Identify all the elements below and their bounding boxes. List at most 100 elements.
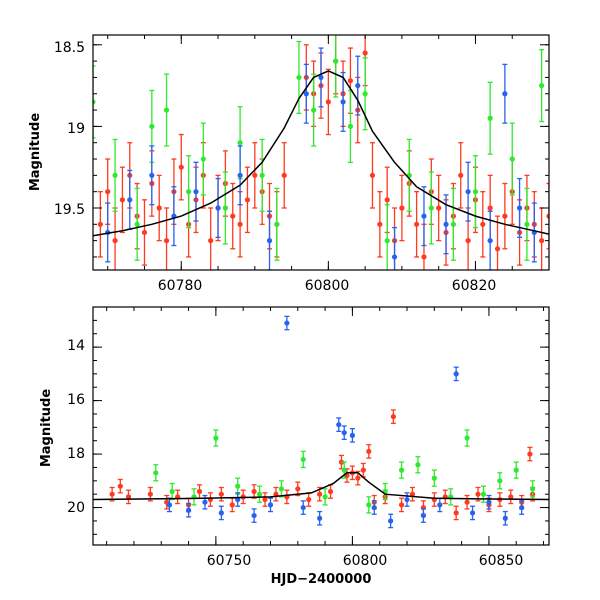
bottom-model-curve [93, 472, 549, 501]
top-data-point [112, 238, 118, 244]
bottom-data-point [502, 515, 508, 521]
bottom-data-point [262, 496, 268, 503]
top-data-point [149, 172, 155, 178]
bottom-data-point [166, 502, 173, 508]
top-data-point [208, 238, 214, 244]
bottom-ytick-label-2: 18 [67, 446, 85, 462]
top-data-point [465, 238, 471, 244]
bottom-series-1 [153, 429, 536, 514]
bottom-data-point [117, 483, 123, 489]
top-data-point [377, 221, 383, 227]
top-data-point [487, 115, 493, 121]
bottom-data-point [366, 448, 372, 455]
bottom-ytick-label-1: 16 [67, 392, 85, 408]
top-data-point [355, 82, 361, 89]
bottom-data-point [527, 451, 533, 457]
top-data-point [105, 189, 111, 195]
top-data-point [318, 74, 324, 81]
top-data-point [119, 197, 126, 203]
bottom-data-point [398, 502, 405, 508]
bottom-data-point [213, 435, 219, 441]
bottom-data-point [497, 478, 503, 484]
top-data-point [502, 91, 508, 97]
bottom-data-point [388, 518, 394, 524]
bottom-data-point [336, 422, 342, 428]
top-data-point [141, 229, 148, 236]
bottom-data-point [202, 499, 208, 505]
top-data-point [384, 197, 390, 203]
bottom-data-point [185, 507, 192, 513]
top-data-point [384, 238, 390, 244]
bottom-data-point [371, 504, 377, 511]
top-data-point [156, 205, 162, 211]
top-model-curve [93, 70, 549, 237]
top-data-point [516, 205, 523, 211]
top-data-point [369, 172, 376, 178]
bottom-data-point [349, 432, 356, 438]
bottom-series-0 [109, 409, 536, 521]
bottom-data-point [251, 512, 257, 519]
bottom-data-point [322, 494, 328, 500]
top-data-point [362, 91, 368, 97]
top-series-2 [105, 47, 537, 270]
bottom-data-point [513, 467, 519, 473]
top-data-point [347, 123, 354, 129]
top-data-point [443, 221, 449, 227]
top-data-point [303, 91, 309, 97]
top-data-point [186, 189, 192, 195]
bottom-data-point [278, 486, 285, 492]
bottom-data-point [235, 483, 241, 489]
bottom-data-point [256, 491, 263, 497]
top-ytick-label-2: 19.5 [54, 202, 85, 218]
bottom-data-point [480, 491, 487, 497]
top-series-1 [93, 35, 545, 270]
top-data-point [421, 213, 427, 219]
top-panel-data-layer [93, 35, 549, 270]
bottom-data-point [196, 488, 203, 495]
bottom-data-point [109, 491, 115, 497]
top-data-point [362, 50, 368, 56]
bottom-panel-ylabel: Magnitude [39, 389, 54, 468]
top-data-point [97, 221, 103, 227]
top-data-point [93, 99, 96, 105]
top-data-point [539, 238, 545, 244]
bottom-data-point [453, 510, 459, 516]
bottom-data-point [147, 491, 153, 497]
bottom-data-point [437, 502, 443, 508]
top-data-point [428, 205, 434, 211]
top-data-point [450, 221, 456, 227]
top-data-point [230, 213, 236, 219]
bottom-data-point [218, 491, 224, 497]
bottom-data-point [317, 491, 323, 497]
top-data-point [281, 172, 287, 178]
bottom-data-point [125, 494, 132, 500]
bottom-data-point [267, 502, 274, 508]
top-xtick-label-0: 60780 [158, 278, 203, 294]
bottom-ytick-label-3: 20 [67, 500, 85, 516]
bottom-panel-xlabel: HJD−2400000 [271, 572, 372, 587]
top-data-point [487, 205, 493, 211]
bottom-ytick-label-0: 14 [67, 338, 85, 354]
top-data-point [149, 123, 155, 129]
bottom-data-point [398, 467, 405, 473]
top-data-point [546, 213, 549, 219]
bottom-data-point [218, 510, 224, 516]
top-data-point [237, 140, 243, 146]
bottom-data-point [355, 475, 361, 481]
bottom-data-point [341, 430, 347, 436]
top-data-point [311, 107, 317, 113]
bottom-data-point [300, 504, 306, 511]
top-panel-ylabel: Magnitude [28, 113, 43, 192]
top-panel: Magnitude 60780 60800 60820 18.5 19 19.5 [28, 34, 550, 294]
bottom-panel: Magnitude HJD−2400000 60750 60800 60850 … [39, 306, 550, 587]
bottom-data-point [338, 459, 345, 465]
top-data-point [296, 74, 302, 81]
top-data-point [509, 156, 515, 162]
top-data-point [274, 221, 280, 227]
top-data-point [414, 221, 420, 227]
top-data-point [112, 172, 118, 178]
top-xtick-label-1: 60800 [305, 278, 350, 294]
top-data-point [178, 164, 184, 170]
bottom-panel-data-layer [93, 315, 549, 529]
top-data-point [436, 205, 442, 211]
